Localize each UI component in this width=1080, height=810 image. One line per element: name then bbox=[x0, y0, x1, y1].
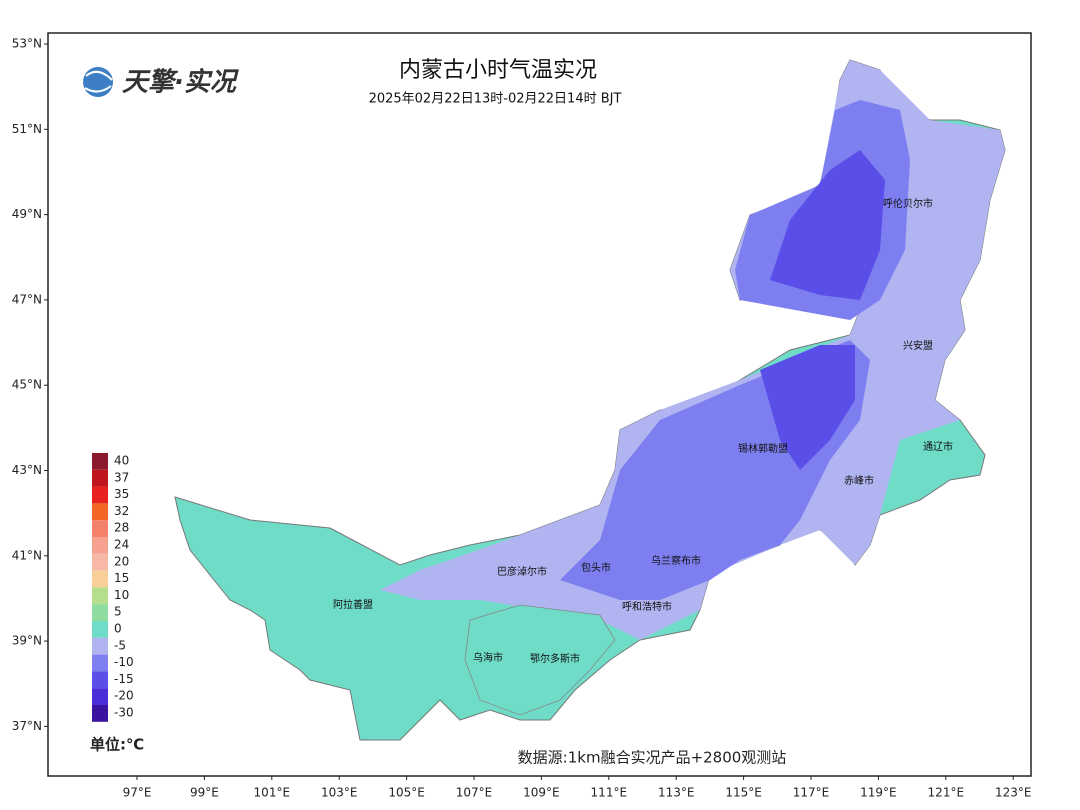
lat-label: 41°N bbox=[12, 548, 42, 562]
logo: 天擎·实况 bbox=[83, 67, 240, 98]
legend-swatch bbox=[92, 520, 108, 537]
legend-swatch bbox=[92, 621, 108, 638]
lat-label: 49°N bbox=[12, 207, 42, 221]
legend-swatch bbox=[92, 705, 108, 722]
legend-swatch bbox=[92, 469, 108, 487]
lon-label: 103°E bbox=[321, 786, 358, 800]
legend-label: 35 bbox=[114, 487, 129, 501]
legend-label: -10 bbox=[114, 655, 134, 669]
frame bbox=[47, 32, 1032, 777]
lon-label: 111°E bbox=[591, 786, 628, 800]
legend-swatch bbox=[92, 604, 108, 621]
legend-label: 0 bbox=[114, 622, 122, 636]
city-label: 呼和浩特市 bbox=[622, 600, 672, 613]
city-label: 锡林郭勒盟 bbox=[738, 442, 788, 455]
city-label: 阿拉善盟 bbox=[333, 598, 373, 611]
legend-label: 20 bbox=[114, 554, 129, 568]
legend-label: 28 bbox=[114, 521, 129, 535]
lat-label: 45°N bbox=[12, 378, 42, 392]
legend-swatch bbox=[92, 654, 108, 672]
lon-label: 97°E bbox=[123, 786, 152, 800]
source-label: 数据源:1km融合实况产品+2800观测站 bbox=[518, 749, 787, 767]
lon-label: 109°E bbox=[523, 786, 560, 800]
city-label: 包头市 bbox=[581, 561, 611, 574]
south-zone bbox=[464, 604, 616, 716]
legend-swatch bbox=[92, 453, 108, 470]
lat-label: 47°N bbox=[12, 292, 42, 306]
lat-label: 51°N bbox=[12, 122, 42, 136]
lon-label: 107°E bbox=[456, 786, 493, 800]
city-label: 乌兰察布市 bbox=[651, 554, 701, 567]
warm-spot bbox=[905, 430, 975, 470]
legend-swatch bbox=[92, 637, 108, 655]
logo-swoosh bbox=[84, 70, 113, 93]
lon-label: 99°E bbox=[190, 786, 219, 800]
title: 内蒙古小时气温实况 bbox=[399, 58, 597, 83]
subtitle: 2025年02月22日13时-02月22日14时 BJT bbox=[369, 92, 622, 107]
city-label: 通辽市 bbox=[923, 440, 953, 453]
lon-label: 123°E bbox=[995, 786, 1032, 800]
coldest-mid-zone bbox=[760, 345, 855, 470]
city-label: 鄂尔多斯市 bbox=[530, 652, 580, 665]
legend-swatch bbox=[92, 570, 108, 588]
lon-label: 119°E bbox=[860, 786, 897, 800]
city-label: 巴彦淖尔市 bbox=[497, 565, 547, 578]
unit-label: 单位:℃ bbox=[90, 736, 144, 754]
logo-text: 天擎·实况 bbox=[122, 68, 240, 98]
lat-label: 43°N bbox=[12, 463, 42, 477]
legend-label: 32 bbox=[114, 504, 129, 518]
legend-swatch bbox=[92, 537, 108, 554]
legend-label: -15 bbox=[114, 672, 134, 686]
lon-label: 101°E bbox=[254, 786, 291, 800]
city-label: 乌海市 bbox=[473, 651, 503, 664]
region-map bbox=[174, 59, 1006, 741]
legend-swatch bbox=[92, 503, 108, 521]
city-label: 呼伦贝尔市 bbox=[883, 197, 933, 210]
legend-swatch bbox=[92, 688, 108, 705]
legend-label: -30 bbox=[114, 706, 134, 720]
city-label: 兴安盟 bbox=[903, 339, 933, 352]
legend-label: 37 bbox=[114, 470, 129, 484]
city-label: 赤峰市 bbox=[844, 474, 874, 487]
lon-label: 113°E bbox=[658, 786, 695, 800]
legend-label: 15 bbox=[114, 571, 129, 585]
legend-swatch bbox=[92, 486, 108, 504]
lat-label: 39°N bbox=[12, 634, 42, 648]
legend-swatch bbox=[92, 553, 108, 571]
legend-label: -5 bbox=[114, 638, 126, 652]
legend-label: -20 bbox=[114, 689, 134, 703]
lon-label: 121°E bbox=[928, 786, 965, 800]
lat-label: 37°N bbox=[12, 719, 42, 733]
lat-label: 53°N bbox=[12, 37, 42, 51]
coldest-zone bbox=[770, 150, 885, 300]
legend-label: 5 bbox=[114, 605, 122, 619]
lon-label: 115°E bbox=[725, 786, 762, 800]
lon-label: 105°E bbox=[388, 786, 425, 800]
legend-swatch bbox=[92, 587, 108, 605]
lon-label: 117°E bbox=[793, 786, 830, 800]
legend-label: 10 bbox=[114, 588, 129, 602]
legend-swatch bbox=[92, 671, 108, 689]
legend-label: 40 bbox=[114, 454, 129, 468]
legend-label: 24 bbox=[114, 538, 129, 552]
